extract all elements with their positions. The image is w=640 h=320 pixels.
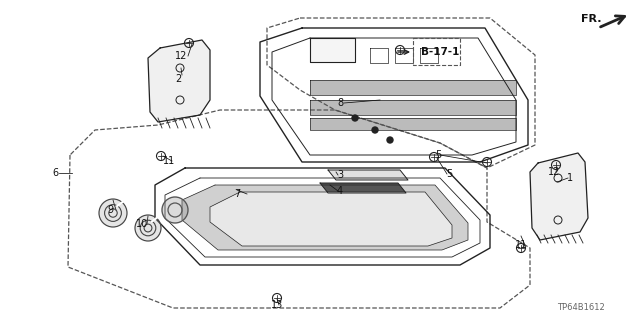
Polygon shape (310, 100, 516, 115)
Circle shape (162, 197, 188, 223)
Circle shape (352, 115, 358, 121)
Polygon shape (310, 38, 355, 62)
Text: 3: 3 (337, 170, 343, 180)
Text: 7: 7 (234, 189, 240, 199)
Text: 13: 13 (271, 300, 283, 310)
Text: 9: 9 (107, 205, 113, 215)
Polygon shape (530, 153, 588, 240)
Text: 12: 12 (175, 51, 187, 61)
Text: B-17-1: B-17-1 (421, 47, 459, 57)
Polygon shape (310, 118, 516, 130)
Text: 2: 2 (175, 74, 181, 84)
Text: 6: 6 (52, 168, 58, 178)
Text: 1: 1 (567, 173, 573, 183)
Polygon shape (210, 192, 452, 246)
Circle shape (372, 127, 378, 133)
Circle shape (135, 215, 161, 241)
Text: 12: 12 (548, 167, 560, 177)
Text: 4: 4 (337, 186, 343, 196)
Circle shape (387, 137, 393, 143)
Text: 5: 5 (446, 169, 452, 179)
Text: 5: 5 (435, 150, 441, 160)
Text: 10: 10 (136, 219, 148, 229)
Polygon shape (148, 40, 210, 122)
Text: 8: 8 (337, 98, 343, 108)
Circle shape (99, 199, 127, 227)
Text: TP64B1612: TP64B1612 (557, 303, 605, 313)
Text: 11: 11 (515, 240, 527, 250)
Polygon shape (310, 80, 516, 95)
Text: FR.: FR. (580, 14, 601, 24)
Text: 11: 11 (163, 156, 175, 166)
Polygon shape (320, 183, 406, 193)
Polygon shape (328, 170, 408, 180)
Polygon shape (182, 185, 468, 250)
